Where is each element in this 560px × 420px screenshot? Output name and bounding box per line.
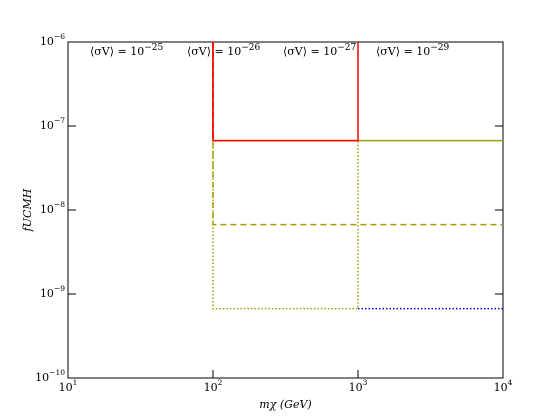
x-tick-label-base: 10 <box>204 381 218 394</box>
y-tick-label: 10−10 <box>35 368 65 384</box>
y-tick-label: 10−7 <box>40 116 65 132</box>
y-tick-label-base: 10 <box>40 203 54 216</box>
x-tick-label: 103 <box>349 378 368 394</box>
x-tick-label: 101 <box>59 378 78 394</box>
legend-entry-base: ⟨σV⟩ = 10 <box>90 45 144 58</box>
y-tick-label-base: 10 <box>35 371 49 384</box>
y-tick-label-sup: −8 <box>54 200 65 209</box>
y-tick-label-sup: −6 <box>54 32 65 41</box>
y-tick-label-base: 10 <box>40 119 54 132</box>
legend-entry-sup: −25 <box>144 43 163 53</box>
legend-entry: ⟨σV⟩ = 10−29 <box>376 43 450 59</box>
y-tick-label: 10−9 <box>40 284 65 300</box>
legend-entry-sup: −27 <box>337 43 356 53</box>
legend-entry-base: ⟨σV⟩ = 10 <box>376 45 430 58</box>
y-tick-label-base: 10 <box>40 287 54 300</box>
y-tick-label-sup: −9 <box>54 284 65 293</box>
legend-entry-sup: −29 <box>430 43 449 53</box>
x-tick-label-base: 10 <box>349 381 363 394</box>
x-tick-label-base: 10 <box>494 381 508 394</box>
y-tick-label: 10−8 <box>40 200 65 216</box>
y-tick-label-base: 10 <box>40 35 54 48</box>
x-tick-label-sup: 2 <box>218 378 223 387</box>
legend-entry-sup: −26 <box>241 43 260 53</box>
x-tick-label-base: 10 <box>59 381 73 394</box>
y-tick-label: 10−6 <box>40 32 65 48</box>
legend-entry: ⟨σV⟩ = 10−26 <box>187 43 261 59</box>
legend-entry-base: ⟨σV⟩ = 10 <box>283 45 337 58</box>
series-line <box>212 42 359 310</box>
x-tick-label-sup: 4 <box>508 378 513 387</box>
series-line <box>212 42 359 142</box>
x-tick-label-sup: 3 <box>363 378 368 387</box>
y-tick-label-sup: −7 <box>54 116 65 125</box>
y-axis-label: fUCMH <box>21 188 34 232</box>
plot-frame <box>67 41 504 379</box>
y-tick-label-sup: −10 <box>49 368 65 377</box>
x-tick-label: 104 <box>494 378 513 394</box>
legend-entry: ⟨σV⟩ = 10−25 <box>90 43 164 59</box>
legend-entry-base: ⟨σV⟩ = 10 <box>187 45 241 58</box>
legend-entry: ⟨σV⟩ = 10−27 <box>283 43 357 59</box>
x-axis-label: mχ (GeV) <box>259 398 311 411</box>
x-tick-label: 102 <box>204 378 223 394</box>
x-tick-label-sup: 1 <box>73 378 78 387</box>
